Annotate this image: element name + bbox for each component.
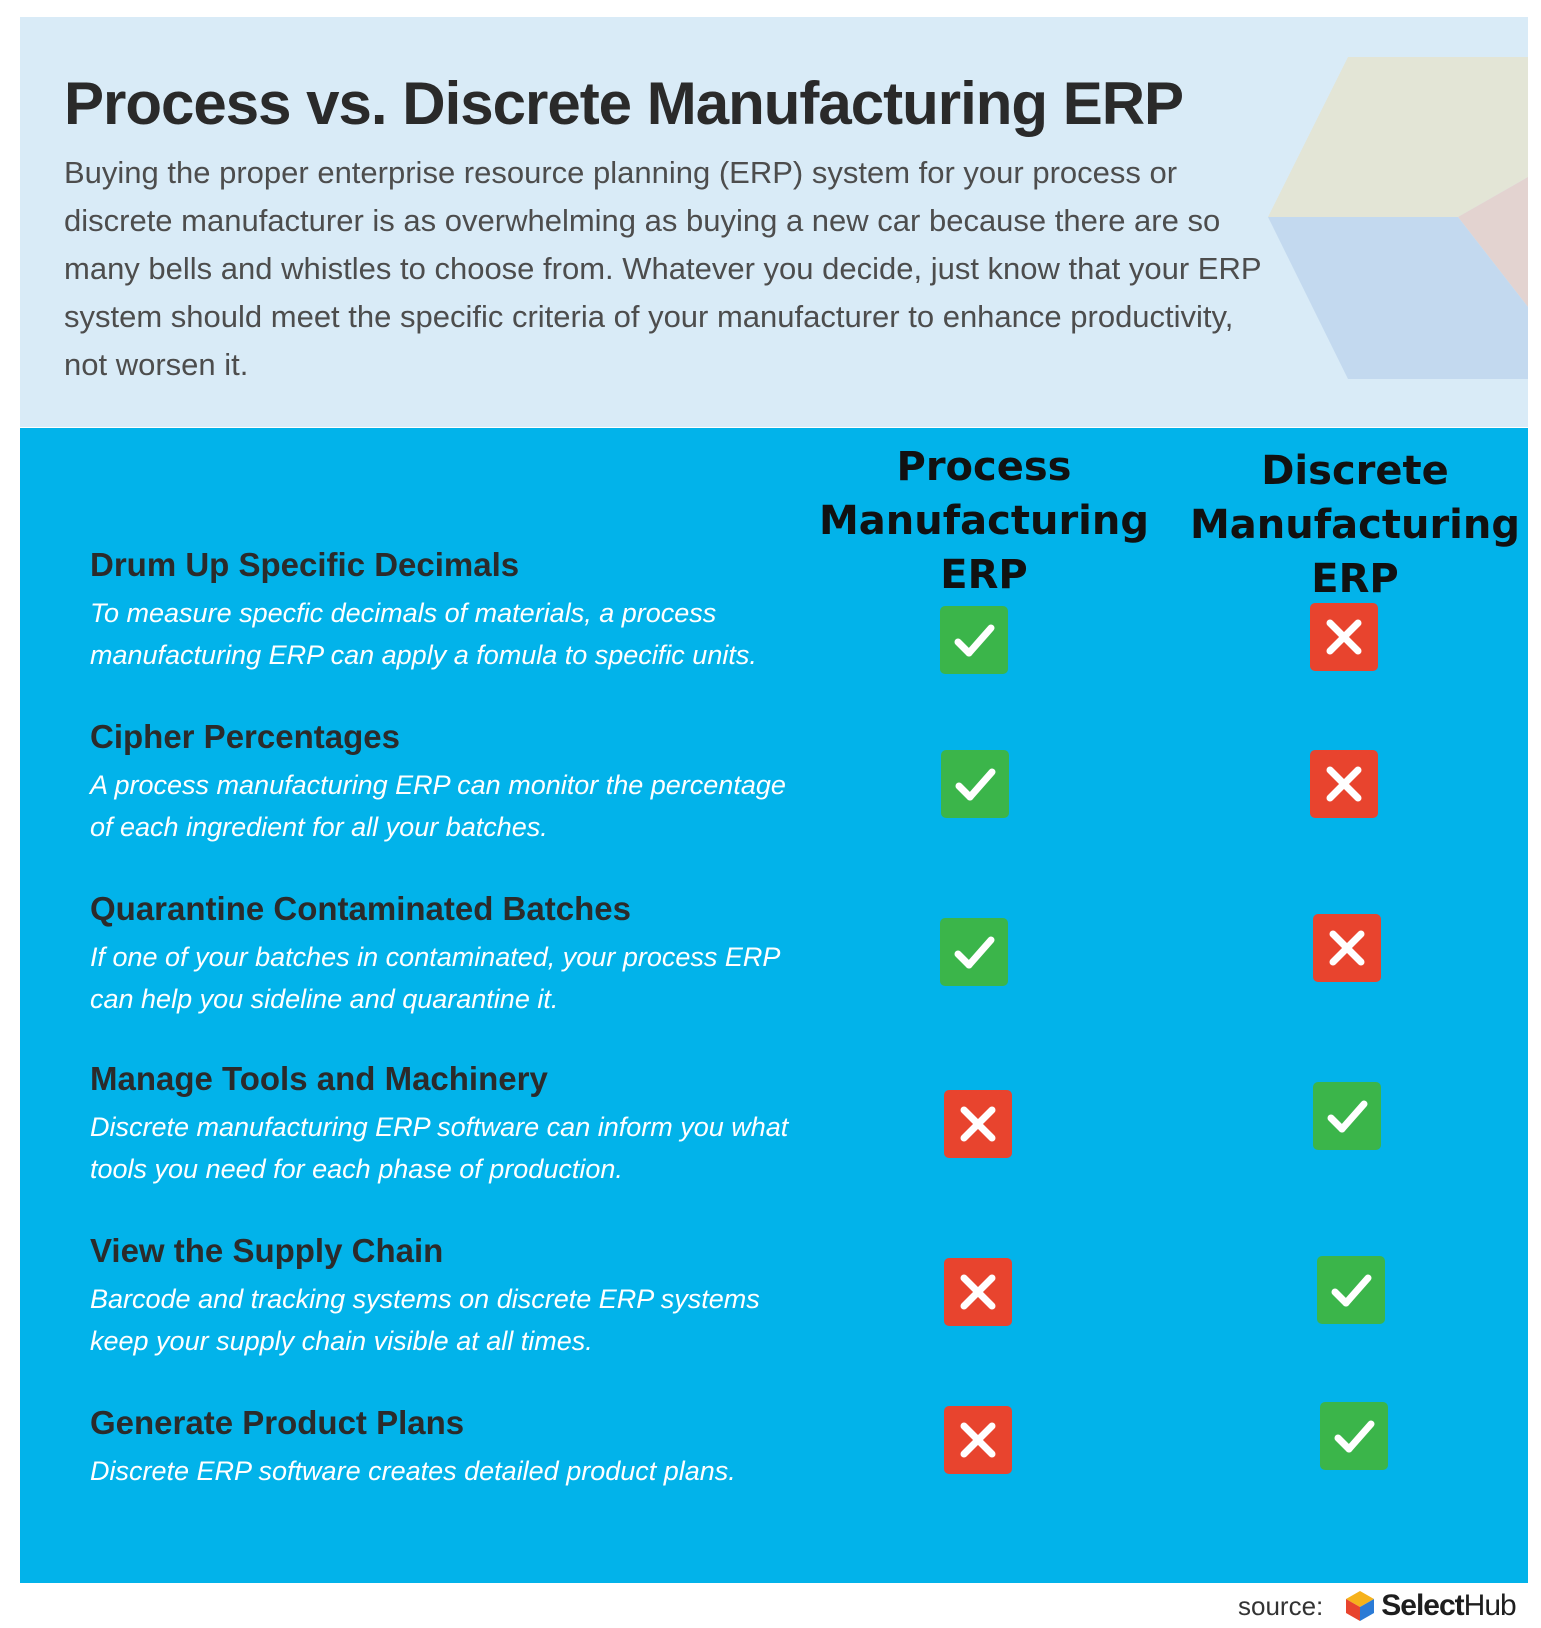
row-description: A process manufacturing ERP can monitor …: [90, 770, 786, 842]
row-description: Barcode and tracking systems on discrete…: [90, 1284, 760, 1356]
process-mark: [944, 1090, 1012, 1158]
discrete-mark: [1310, 750, 1378, 818]
process-mark: [944, 1406, 1012, 1474]
discrete-mark: [1313, 1082, 1381, 1150]
check-icon: [1331, 1274, 1372, 1307]
x-icon: [960, 1274, 996, 1310]
comparison-row: Drum Up Specific Decimals To measure spe…: [20, 546, 1528, 696]
cube-decoration: [1268, 57, 1528, 379]
source-label: source:: [1238, 1590, 1324, 1621]
row-title: Generate Product Plans: [90, 1404, 465, 1441]
check-icon: [954, 936, 995, 969]
x-icon: [1326, 766, 1362, 802]
column-header-line: ERP: [940, 552, 1028, 598]
discrete-mark: [1313, 914, 1381, 982]
comparison-row: View the Supply Chain Barcode and tracki…: [20, 1232, 1528, 1382]
check-icon: [955, 768, 996, 801]
process-mark: [944, 1258, 1012, 1326]
discrete-mark: [1317, 1256, 1385, 1324]
comparison-panel: Process Manufacturing ERP Discrete Manuf…: [20, 428, 1528, 1583]
x-icon: [960, 1106, 996, 1142]
row-description: Discrete manufacturing ERP software can …: [90, 1112, 789, 1184]
column-header-line: Process: [896, 444, 1072, 490]
row-description: If one of your batches in contaminated, …: [90, 942, 780, 1014]
column-header-line: Manufacturing: [819, 498, 1149, 544]
column-header-line: Manufacturing: [1190, 502, 1520, 548]
row-title: Manage Tools and Machinery: [90, 1060, 548, 1097]
process-mark: [940, 918, 1008, 986]
discrete-mark: [1310, 603, 1378, 671]
comparison-row: Generate Product Plans Discrete ERP soft…: [20, 1402, 1528, 1554]
row-title: Drum Up Specific Decimals: [90, 546, 520, 583]
brand-select: Select: [1381, 1589, 1464, 1622]
brand-hub: Hub: [1463, 1589, 1517, 1622]
x-icon: [960, 1422, 996, 1458]
row-title: View the Supply Chain: [90, 1232, 444, 1269]
page-title: Process vs. Discrete Manufacturing ERP: [64, 70, 1184, 137]
discrete-mark: [1320, 1402, 1388, 1470]
check-icon: [954, 624, 995, 657]
process-mark: [941, 750, 1009, 818]
source-credit: source: SelectHub: [1238, 1584, 1517, 1628]
check-icon: [1327, 1100, 1368, 1133]
column-header-discrete: Discrete Manufacturing ERP: [1175, 444, 1535, 606]
selecthub-logo-icon: [1346, 1591, 1375, 1621]
comparison-row: Quarantine Contaminated Batches If one o…: [20, 890, 1528, 1040]
row-title: Quarantine Contaminated Batches: [90, 890, 631, 927]
row-description: To measure specfic decimals of materials…: [90, 598, 757, 670]
x-icon: [1326, 619, 1362, 655]
row-description: Discrete ERP software creates detailed p…: [90, 1456, 736, 1486]
header-banner: Process vs. Discrete Manufacturing ERP B…: [20, 17, 1528, 427]
column-header-process: Process Manufacturing ERP: [804, 440, 1164, 602]
check-icon: [1334, 1420, 1375, 1453]
intro-text: Buying the proper enterprise resource pl…: [64, 155, 1261, 382]
x-icon: [1329, 930, 1365, 966]
row-title: Cipher Percentages: [90, 718, 400, 755]
column-header-line: Discrete: [1261, 448, 1449, 494]
comparison-row: Manage Tools and Machinery Discrete manu…: [20, 1060, 1528, 1210]
selecthub-logo-text: SelectHub: [1381, 1589, 1517, 1623]
column-header-line: ERP: [1311, 556, 1399, 602]
process-mark: [940, 606, 1008, 674]
comparison-row: Cipher Percentages A process manufacturi…: [20, 718, 1528, 868]
